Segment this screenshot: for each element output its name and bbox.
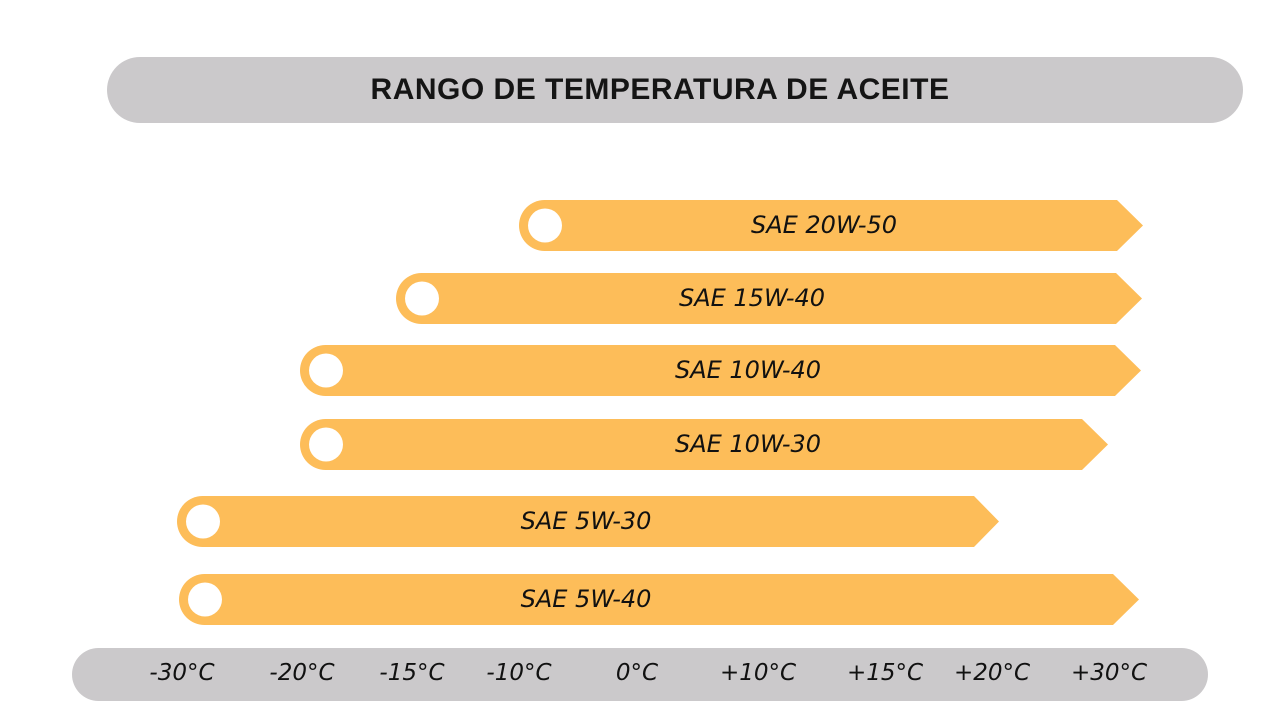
chart-title: RANGO DE TEMPERATURA DE ACEITE bbox=[370, 73, 950, 106]
start-marker-icon bbox=[309, 353, 343, 388]
start-marker-icon bbox=[309, 427, 343, 462]
start-marker-icon bbox=[186, 504, 220, 539]
bar-label: SAE 10W-40 bbox=[674, 356, 822, 384]
range-bar-shape bbox=[179, 574, 1139, 625]
start-marker-icon bbox=[405, 281, 439, 316]
axis-tick: 0°C bbox=[615, 660, 659, 686]
range-bar-5w-30: SAE 5W-30 bbox=[177, 496, 1000, 547]
axis-tick: -30°C bbox=[149, 660, 215, 686]
start-marker-icon bbox=[528, 208, 562, 243]
bar-label: SAE 20W-50 bbox=[750, 211, 898, 239]
axis-tick: +20°C bbox=[953, 660, 1031, 686]
axis-tick: -20°C bbox=[269, 660, 335, 686]
bar-label: SAE 5W-30 bbox=[520, 507, 652, 535]
temperature-axis: -30°C -20°C -15°C -10°C 0°C +10°C +15°C … bbox=[72, 648, 1208, 701]
range-bar-shape bbox=[519, 200, 1143, 251]
axis-tick: -10°C bbox=[486, 660, 552, 686]
title-banner: RANGO DE TEMPERATURA DE ACEITE bbox=[107, 57, 1243, 123]
range-bar-shape bbox=[300, 419, 1108, 470]
range-bar-shape bbox=[300, 345, 1141, 396]
range-bar-15w-40: SAE 15W-40 bbox=[396, 273, 1143, 324]
bar-label: SAE 15W-40 bbox=[678, 284, 826, 312]
range-bar-shape bbox=[396, 273, 1142, 324]
start-marker-icon bbox=[188, 582, 222, 617]
range-bar-10w-30: SAE 10W-30 bbox=[300, 419, 1109, 470]
axis-tick: +15°C bbox=[846, 660, 924, 686]
axis-tick: +10°C bbox=[719, 660, 797, 686]
range-bar-shape bbox=[177, 496, 999, 547]
axis-tick: -15°C bbox=[379, 660, 445, 686]
bar-label: SAE 5W-40 bbox=[520, 585, 652, 613]
bar-label: SAE 10W-30 bbox=[674, 430, 822, 458]
range-bar-5w-40: SAE 5W-40 bbox=[179, 574, 1140, 625]
range-bar-10w-40: SAE 10W-40 bbox=[300, 345, 1142, 396]
axis-tick: +30°C bbox=[1070, 660, 1148, 686]
range-bar-20w-50: SAE 20W-50 bbox=[519, 200, 1144, 251]
